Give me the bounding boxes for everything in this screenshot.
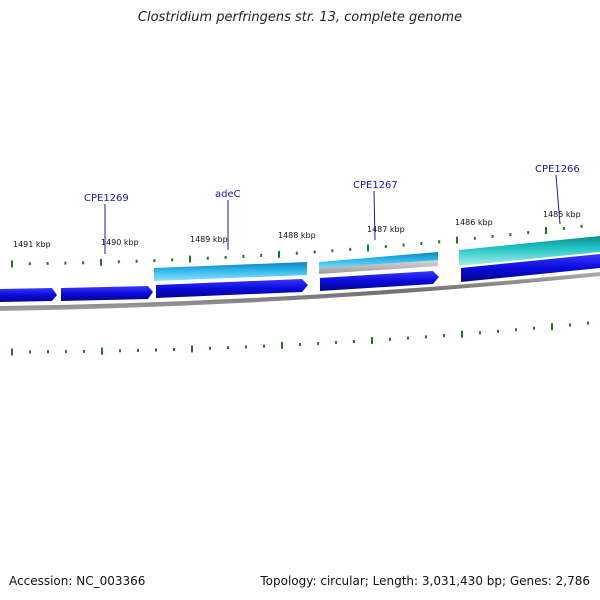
kbp-tick-label: 1490 kbp (101, 238, 139, 247)
kbp-tick-label: 1487 kbp (367, 225, 405, 234)
gc-ticks-lower (11, 321, 589, 356)
kbp-tick-label: 1488 kbp (278, 231, 316, 240)
kbp-tick-label: 1485 kbp (543, 210, 581, 219)
kbp-tick-label: 1486 kbp (455, 218, 493, 227)
genome-backbone (0, 272, 600, 311)
accession-text: Accession: NC_003366 (9, 574, 146, 588)
gene-label-cpe1267: CPE1267 (353, 180, 398, 191)
cds-arrow (156, 279, 308, 298)
kbp-tick-label: 1489 kbp (190, 235, 228, 244)
cds-block-gray (319, 260, 438, 274)
cds-block (319, 252, 438, 270)
gene-leader-line (555, 174, 561, 225)
cds-arrow (0, 288, 57, 302)
cds-arrow (61, 286, 153, 301)
cds-block (459, 236, 600, 266)
cds-arrow (461, 254, 600, 282)
kbp-tick-label: 1491 kbp (13, 240, 51, 249)
cds-block (154, 262, 307, 281)
gene-label-cpe1269: CPE1269 (84, 193, 129, 204)
map-title: Clostridium perfringens str. 13, complet… (137, 10, 463, 25)
gene-label-cpe1266: CPE1266 (535, 164, 580, 175)
cds-arrow (320, 271, 439, 291)
genome-summary-text: Topology: circular; Length: 3,031,430 bp… (260, 574, 590, 588)
gene-leader-line (373, 190, 376, 241)
gc-ticks-upper (11, 224, 583, 268)
gene-label-adec: adeC (215, 189, 241, 200)
